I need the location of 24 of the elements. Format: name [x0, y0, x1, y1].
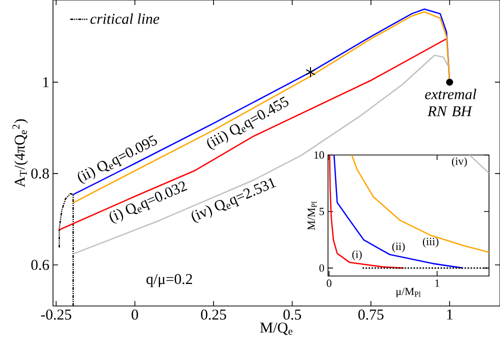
x-axis-title: μ/M$_{Pl}$	[396, 288, 421, 298]
y-tick-label: 5	[320, 208, 324, 216]
y-axis-title: A$_{T}$/(4πQ$_{e}$$^{2}$)	[12, 119, 28, 188]
x-tick-label: 0.25	[200, 310, 226, 320]
x-axis-title: M/Q$_{e}$	[260, 322, 292, 335]
y-tick-label: 1	[43, 77, 49, 88]
x-tick-label: 0	[132, 310, 138, 320]
y-tick-label: 0.8	[31, 168, 49, 179]
x-tick-label: 1	[447, 310, 452, 320]
x-tick-label: 0.75	[358, 310, 384, 320]
y-tick-label: 0	[319, 264, 324, 272]
x-tick-label: 0.5	[283, 310, 302, 320]
x-tick-label: -0.25	[41, 310, 72, 320]
legend-label: critical line	[90, 13, 160, 24]
series-label: (iii)	[422, 237, 438, 248]
line-series	[328, 154, 404, 269]
series-label: (i)	[352, 250, 362, 260]
annotation: extremal RN BH	[425, 88, 476, 116]
series-label: (iv)	[452, 157, 467, 168]
annotation: q/μ=0.2	[146, 274, 192, 288]
y-tick-label: 10	[314, 151, 324, 159]
series-label: (ii)	[392, 242, 405, 252]
y-axis-title: M/M$_{Pl}$	[308, 201, 317, 230]
y-tick-label: 0.6	[31, 260, 50, 270]
